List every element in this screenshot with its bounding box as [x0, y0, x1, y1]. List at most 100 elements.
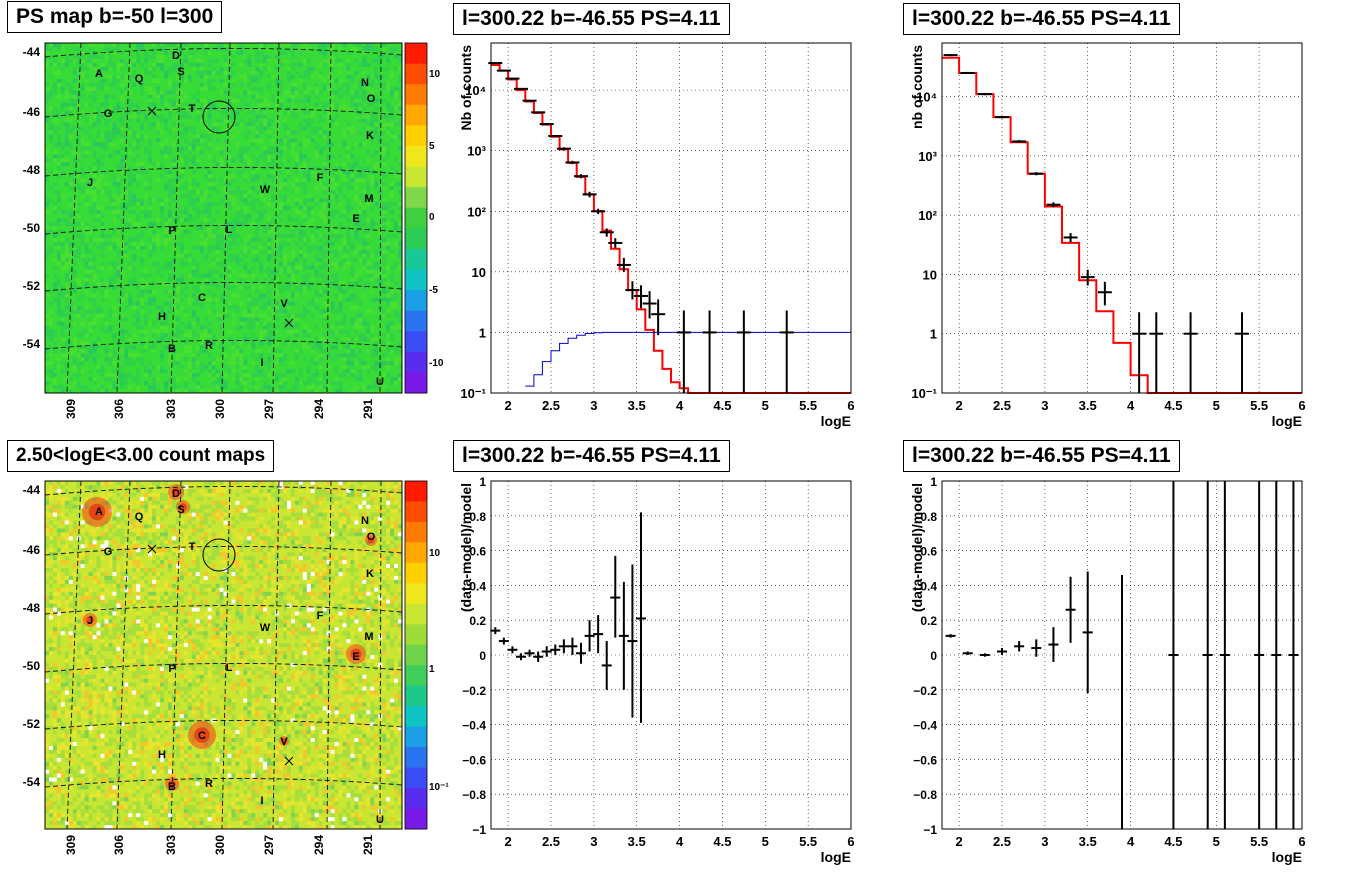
count-marker-cross — [284, 756, 294, 766]
count-lat-gridline — [44, 486, 403, 496]
ps-colorbar-segment — [405, 331, 427, 353]
res1-x-tick-label: 3.5 — [628, 834, 646, 849]
res2-y-tick-label: 0.2 — [920, 614, 937, 628]
ps-y-tick-label: -46 — [23, 105, 41, 119]
count-lat-gridline — [44, 663, 403, 673]
count-source-label: T — [189, 541, 196, 553]
count-y-tick-label: -52 — [23, 717, 41, 731]
res2-y-tick-label: −1 — [923, 823, 937, 837]
spec1-x-tick-label: 2.5 — [542, 398, 560, 413]
count-source-label: C — [198, 730, 206, 742]
count-source-label: E — [352, 651, 359, 663]
ps-colorbar-segment — [405, 310, 427, 332]
count-x-tick-label: 303 — [164, 835, 178, 855]
ps-colorbar-segment — [405, 248, 427, 270]
spec2-x-tick-label: 6 — [1298, 398, 1305, 413]
ps-source-label: L — [226, 224, 233, 236]
ps-target-circle — [202, 100, 236, 134]
ps-source-label: V — [280, 298, 288, 310]
spec2-x-tick-label: 5.5 — [1250, 398, 1268, 413]
map1-title: PS map b=-50 l=300 — [7, 1, 223, 33]
res2-x-tick-label: 5 — [1213, 834, 1220, 849]
spec1-y-tick-label: 10⁻¹ — [460, 386, 486, 401]
ps-source-label: H — [158, 311, 166, 323]
res2-x-tick-label: 6 — [1298, 834, 1305, 849]
ps-colorbar-label: 0 — [429, 212, 435, 223]
spec2-x-tick-label: 3.5 — [1079, 398, 1097, 413]
count-colorbar-segment — [405, 542, 427, 564]
count-colorbar-segment — [405, 521, 427, 543]
count-y-tick-label: -50 — [23, 659, 41, 673]
count-source-label: N — [361, 515, 369, 527]
spec2-x-tick-label: 3 — [1041, 398, 1048, 413]
count-source-label: K — [366, 568, 374, 580]
count-source-label: J — [87, 615, 93, 627]
count-source-label: P — [168, 663, 175, 675]
spec2-x-tick-label: 2.5 — [993, 398, 1011, 413]
ps-lon-gridline — [272, 42, 280, 394]
res1-y-tick-label: −0.2 — [462, 684, 486, 698]
count-lon-gridline — [116, 480, 131, 830]
res1-y-tick-label: −0.4 — [462, 719, 486, 733]
spec1-x-tick-label: 3.5 — [628, 398, 646, 413]
ps-lat-gridline — [44, 225, 403, 235]
res1-x-tick-label: 2 — [505, 834, 512, 849]
res1-x-tick-label: 2.5 — [542, 834, 560, 849]
res1-y-tick-label: 0.4 — [469, 579, 486, 593]
count-colorbar-segment — [405, 788, 427, 810]
ps-source-label: R — [205, 340, 213, 352]
count-source-label: M — [364, 631, 373, 643]
res2-y-tick-label: 0 — [930, 649, 937, 663]
count-colorbar-segment — [405, 685, 427, 707]
ps-x-tick-label: 300 — [213, 399, 227, 419]
count-lon-gridline — [272, 480, 280, 830]
count-source-label: G — [104, 546, 113, 558]
count-hot-source-core — [168, 780, 176, 788]
ps-colorbar-segment — [405, 228, 427, 250]
ps-colorbar-segment — [405, 372, 427, 394]
res2-y-tick-label: −0.8 — [913, 788, 937, 802]
spec2-y-tick-label: 10³ — [918, 149, 937, 164]
spec1-y-axis-label: Nb of counts — [458, 45, 474, 131]
res1-y-tick-label: 0 — [479, 649, 486, 663]
spec1-x-tick-label: 4.5 — [713, 398, 731, 413]
res2-x-tick-label: 3 — [1041, 834, 1048, 849]
spec2-y-tick-label: 10⁻¹ — [911, 386, 937, 401]
count-hot-source-core — [281, 738, 287, 744]
res2-x-tick-label: 3.5 — [1079, 834, 1097, 849]
count-hot-source-core — [171, 487, 181, 497]
res1-x-tick-label: 5.5 — [799, 834, 817, 849]
res1-y-tick-label: 1 — [479, 475, 486, 489]
ps-map-pixels — [45, 43, 403, 394]
ps-x-tick-label: 291 — [361, 399, 375, 419]
count-source-label: V — [280, 736, 288, 748]
ps-marker-cross — [284, 318, 294, 328]
count-source-label: D — [172, 488, 180, 500]
count-colorbar-label: 1 — [429, 664, 435, 675]
ps-y-tick-label: -50 — [23, 221, 41, 235]
count-source-label: F — [317, 610, 324, 622]
ps-lon-gridline — [379, 42, 382, 394]
count-hot-source-core — [367, 536, 375, 544]
count-lat-gridline — [44, 605, 403, 615]
count-colorbar-label: 10⁻¹ — [429, 782, 449, 793]
ps-lat-gridline — [44, 282, 403, 292]
spec2-x-tick-label: 2 — [956, 398, 963, 413]
spec1-plot-frame — [490, 42, 852, 394]
ps-colorbar-segment — [405, 125, 427, 147]
spec1-y-tick-label: 10 — [472, 265, 486, 280]
res1-x-axis-label: logE — [821, 849, 851, 865]
spec1-x-tick-label: 5 — [762, 398, 769, 413]
ps-colorbar-segment — [405, 43, 427, 65]
ps-colorbar-segment — [405, 166, 427, 188]
count-colorbar-segment — [405, 767, 427, 789]
res1-y-tick-label: 0.2 — [469, 614, 486, 628]
count-hot-source-core — [194, 727, 210, 743]
spec2-x-tick-label: 4 — [1127, 398, 1135, 413]
count-source-label: H — [158, 749, 166, 761]
ps-colorbar-segment — [405, 269, 427, 291]
res2-y-tick-label: −0.4 — [913, 719, 937, 733]
count-hot-source-core — [350, 648, 362, 660]
ps-source-label: Q — [135, 73, 144, 85]
